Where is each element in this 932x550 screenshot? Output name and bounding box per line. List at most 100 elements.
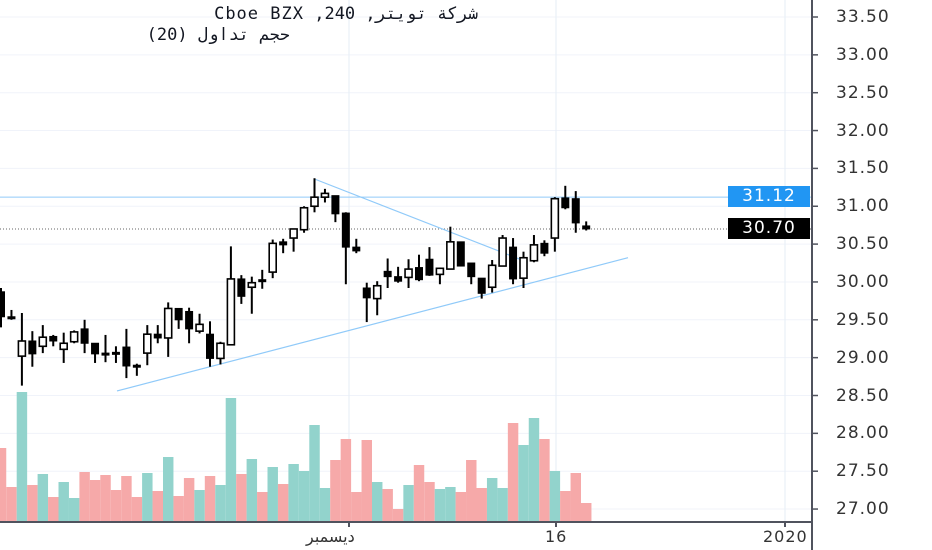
candle-body bbox=[331, 195, 340, 215]
volume-bar bbox=[163, 457, 174, 521]
candle-body bbox=[540, 242, 549, 254]
price-tick-label: 32.50 bbox=[836, 82, 890, 103]
trendline bbox=[116, 257, 629, 392]
candle-body bbox=[529, 244, 539, 262]
candle-body bbox=[258, 279, 267, 283]
candle-body bbox=[49, 335, 58, 342]
candle-body bbox=[163, 307, 173, 339]
last-price-label: 31.12 bbox=[728, 186, 810, 207]
candle-body bbox=[310, 196, 319, 208]
price-tick-label: 27.00 bbox=[836, 499, 890, 520]
candle-body bbox=[404, 268, 413, 279]
candle-body bbox=[237, 278, 246, 297]
candle-body bbox=[477, 277, 486, 294]
volume-bar bbox=[507, 423, 519, 521]
volume-bar bbox=[518, 445, 529, 521]
candle-body bbox=[195, 323, 204, 332]
volume-bar bbox=[372, 482, 383, 521]
volume-bar bbox=[445, 487, 456, 521]
volume-bar bbox=[236, 474, 247, 521]
volume-bar bbox=[466, 460, 477, 521]
candle-body bbox=[299, 206, 309, 231]
volume-bar bbox=[89, 480, 101, 521]
volume-bar bbox=[6, 487, 17, 521]
volume-bar bbox=[225, 398, 237, 521]
price-tick-label: 27.50 bbox=[836, 461, 890, 482]
volume-bar bbox=[476, 488, 487, 521]
volume-bar bbox=[319, 488, 331, 521]
price-axis-bg bbox=[812, 0, 932, 550]
candle-body bbox=[132, 364, 141, 368]
candle-body bbox=[362, 287, 371, 299]
candle-body bbox=[571, 198, 580, 224]
candle-body bbox=[456, 241, 465, 267]
volume-bar bbox=[194, 490, 205, 521]
volume-bar bbox=[351, 492, 362, 521]
candle-body bbox=[519, 256, 528, 279]
volume-bar bbox=[173, 496, 184, 521]
candle-body bbox=[69, 331, 79, 343]
volume-bar bbox=[37, 474, 49, 521]
volume-bar bbox=[528, 418, 540, 521]
candle-body bbox=[91, 342, 100, 355]
candle-body bbox=[341, 212, 350, 248]
candle-body bbox=[498, 237, 507, 267]
candle-body bbox=[122, 346, 131, 367]
candle-body bbox=[38, 336, 48, 348]
time-label-december: ديسمبر bbox=[306, 527, 355, 546]
price-tick-label: 29.00 bbox=[836, 347, 890, 368]
candle-body bbox=[28, 340, 37, 355]
price-tick-label: 33.50 bbox=[836, 7, 890, 27]
candle-body bbox=[143, 333, 152, 354]
trendline bbox=[314, 178, 528, 263]
volume-bar bbox=[298, 471, 310, 521]
volume-bar bbox=[142, 473, 153, 521]
price-tick-label: 31.00 bbox=[836, 196, 890, 217]
volume-bar bbox=[382, 489, 393, 521]
current-price-label: 30.70 bbox=[728, 218, 810, 239]
volume-bar bbox=[257, 492, 268, 521]
symbol-legend[interactable]: شركة تويتر, 240, Cboe BZX bbox=[214, 4, 478, 24]
price-tick-label: 31.50 bbox=[836, 158, 890, 179]
candle-body bbox=[59, 342, 69, 351]
volume-bar bbox=[277, 484, 289, 521]
candle-body bbox=[372, 284, 382, 300]
volume-bar bbox=[455, 492, 467, 521]
volume-bar bbox=[539, 439, 550, 521]
volume-bar bbox=[16, 392, 28, 521]
price-tick-label: 32.00 bbox=[836, 120, 890, 141]
candle-body bbox=[153, 333, 162, 339]
candle-body bbox=[17, 340, 27, 357]
candle-body bbox=[352, 246, 361, 252]
volume-bar bbox=[68, 498, 80, 521]
price-tick-label: 30.50 bbox=[836, 234, 890, 255]
price-tick-label: 28.50 bbox=[836, 385, 890, 406]
volume-bar bbox=[246, 459, 258, 521]
candle-body bbox=[415, 267, 423, 281]
candle-body bbox=[185, 310, 194, 330]
volume-bar bbox=[79, 472, 90, 521]
volume-bar bbox=[413, 465, 425, 521]
price-tick-label: 30.00 bbox=[836, 271, 890, 292]
candle-body bbox=[446, 241, 455, 270]
time-label-16: 16 bbox=[545, 527, 568, 546]
volume-bar bbox=[570, 473, 581, 521]
candle-body bbox=[80, 328, 89, 344]
candle-body bbox=[216, 342, 225, 360]
volume-bar bbox=[434, 489, 446, 521]
candle-body bbox=[487, 264, 497, 289]
volume-bar bbox=[549, 471, 561, 521]
price-tick-label: 28.00 bbox=[836, 423, 890, 444]
candle-body bbox=[550, 197, 560, 239]
candle-body bbox=[268, 242, 278, 273]
candle-body bbox=[383, 270, 392, 278]
candle-body bbox=[226, 278, 236, 346]
time-label-2020: 2020 bbox=[763, 527, 808, 546]
candle-body bbox=[435, 267, 445, 276]
candle-body bbox=[111, 351, 120, 355]
candle-body bbox=[582, 225, 591, 230]
candle-body bbox=[467, 262, 476, 278]
volume-legend[interactable]: حجم تداول (20) bbox=[146, 25, 290, 45]
candle-body bbox=[561, 197, 570, 209]
